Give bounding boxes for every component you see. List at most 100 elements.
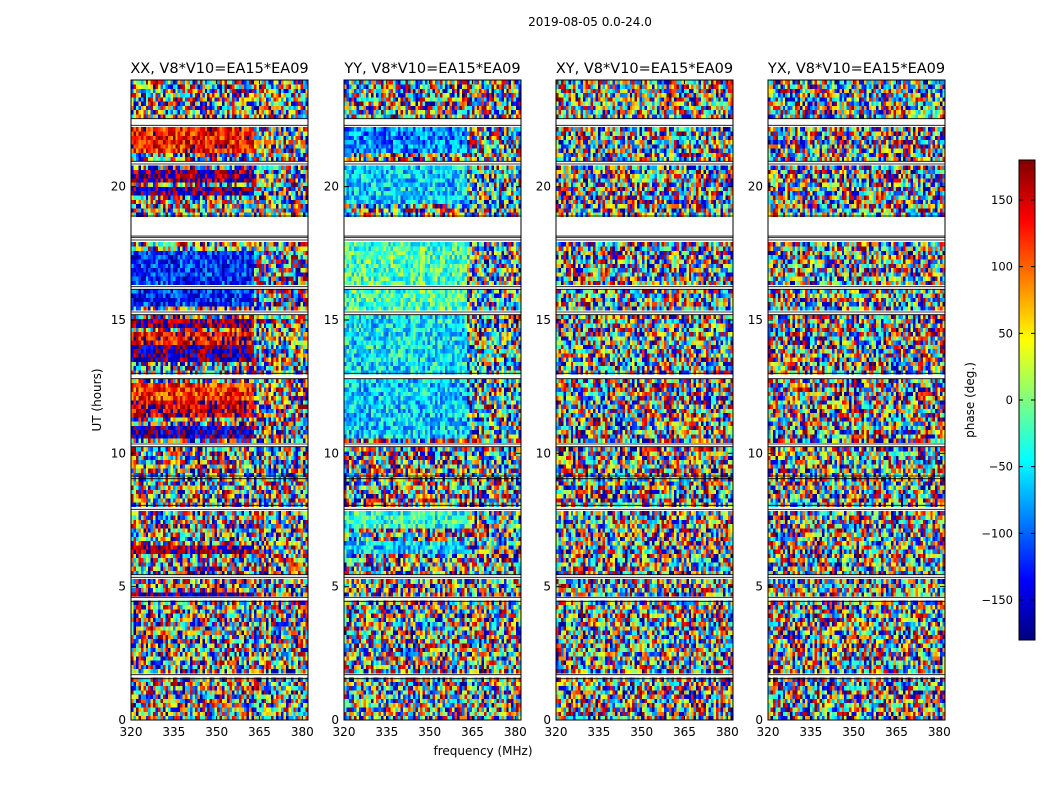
heatmap-cell: [205, 652, 208, 657]
heatmap-cell: [168, 690, 171, 695]
heatmap-cell: [256, 656, 259, 661]
heatmap-cell: [266, 711, 269, 716]
heatmap-cell: [173, 682, 176, 687]
heatmap-cell: [197, 711, 200, 716]
heatmap-cell: [195, 665, 198, 670]
heatmap-cell: [168, 686, 171, 691]
heatmap-cell: [170, 686, 173, 691]
heatmap-cell: [156, 660, 159, 665]
heatmap-cell: [298, 686, 301, 691]
heatmap-cell: [254, 660, 257, 665]
heatmap-cell: [178, 677, 181, 682]
heatmap-cell: [217, 686, 220, 691]
heatmap-cell: [222, 682, 225, 687]
heatmap-cell: [224, 656, 227, 661]
heatmap-cell: [197, 682, 200, 687]
heatmap-cell: [153, 690, 156, 695]
heatmap-cell: [251, 690, 254, 695]
heatmap-cell: [188, 665, 191, 670]
heatmap-cell: [183, 677, 186, 682]
heatmap-cell: [271, 656, 274, 661]
heatmap-cell: [222, 690, 225, 695]
heatmap-cell: [274, 699, 277, 704]
heatmap-cell: [247, 665, 250, 670]
heatmap-cell: [234, 660, 237, 665]
heatmap-cell: [207, 703, 210, 708]
heatmap-cell: [237, 665, 240, 670]
heatmap-cell: [242, 694, 245, 699]
heatmap-cell: [286, 660, 289, 665]
heatmap-cell: [156, 703, 159, 708]
heatmap-cell: [239, 656, 242, 661]
heatmap-cell: [163, 669, 166, 674]
heatmap-cell: [222, 707, 225, 712]
heatmap-cell: [239, 694, 242, 699]
heatmap-cell: [143, 707, 146, 712]
heatmap-cell: [291, 707, 294, 712]
heatmap-cell: [279, 703, 282, 708]
heatmap-cell: [207, 665, 210, 670]
heatmap-cell: [279, 682, 282, 687]
heatmap-cell: [192, 690, 195, 695]
heatmap-cell: [269, 707, 272, 712]
heatmap-cell: [207, 669, 210, 674]
heatmap-cell: [133, 711, 136, 716]
heatmap-cell: [175, 665, 178, 670]
heatmap-cell: [185, 652, 188, 657]
heatmap-cell: [156, 690, 159, 695]
heatmap-cell: [212, 682, 215, 687]
heatmap-cell: [276, 711, 279, 716]
heatmap-cell: [274, 665, 277, 670]
heatmap-cell: [227, 660, 230, 665]
heatmap-cell: [220, 656, 223, 661]
heatmap-cell: [249, 699, 252, 704]
heatmap-cell: [227, 686, 230, 691]
heatmap-cell: [200, 711, 203, 716]
heatmap-cell: [165, 699, 168, 704]
heatmap-cell: [274, 660, 277, 665]
heatmap-cell: [207, 690, 210, 695]
heatmap-cell: [188, 677, 191, 682]
heatmap-cell: [188, 699, 191, 704]
heatmap-cell: [276, 690, 279, 695]
heatmap-cell: [210, 686, 213, 691]
heatmap-cell: [158, 669, 161, 674]
heatmap-cell: [229, 652, 232, 657]
heatmap-cell: [151, 677, 154, 682]
heatmap-cell: [146, 669, 149, 674]
heatmap-cell: [141, 652, 144, 657]
heatmap-cell: [229, 711, 232, 716]
heatmap-cell: [173, 707, 176, 712]
heatmap-cell: [281, 665, 284, 670]
heatmap-cell: [261, 711, 264, 716]
heatmap-cell: [185, 682, 188, 687]
heatmap-cell: [276, 686, 279, 691]
heatmap-cell: [237, 707, 240, 712]
heatmap-cell: [185, 686, 188, 691]
heatmap-cell: [156, 682, 159, 687]
heatmap-cell: [296, 682, 299, 687]
heatmap-cell: [138, 669, 141, 674]
heatmap-cell: [183, 703, 186, 708]
heatmap-cell: [133, 690, 136, 695]
heatmap-cell: [301, 694, 304, 699]
heatmap-cell: [146, 699, 149, 704]
heatmap-cell: [178, 703, 181, 708]
heatmap-cell: [148, 656, 151, 661]
heatmap-cell: [133, 660, 136, 665]
heatmap-cell: [222, 665, 225, 670]
heatmap-cell: [165, 656, 168, 661]
heatmap-cell: [200, 652, 203, 657]
heatmap-cell: [215, 665, 218, 670]
heatmap-cell: [288, 707, 291, 712]
heatmap-cell: [141, 682, 144, 687]
heatmap-cell: [133, 682, 136, 687]
heatmap-cell: [296, 656, 299, 661]
heatmap-cell: [249, 711, 252, 716]
heatmap-cell: [136, 686, 139, 691]
heatmap-cell: [170, 694, 173, 699]
heatmap-cell: [251, 656, 254, 661]
heatmap-cell: [217, 652, 220, 657]
heatmap-cell: [291, 665, 294, 670]
heatmap-cell: [141, 686, 144, 691]
